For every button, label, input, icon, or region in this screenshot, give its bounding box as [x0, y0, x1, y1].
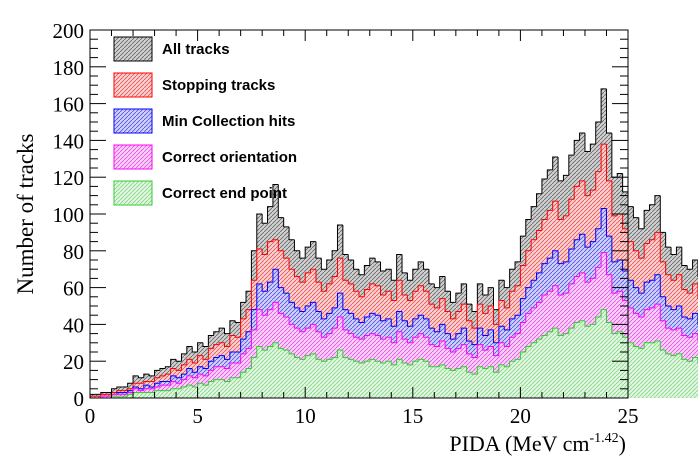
- histogram-bin: [660, 196, 665, 233]
- histogram-series: [90, 89, 698, 398]
- legend-label-correct-orientation: Correct orientation: [162, 149, 297, 166]
- histogram-bin: [391, 269, 396, 280]
- histogram-bin: [300, 251, 305, 258]
- x-axis-label: PIDA (MeV cm-1.42): [449, 431, 626, 456]
- x-tick-label: 0: [85, 404, 96, 428]
- legend-label-stopping-tracks: Stopping tracks: [162, 77, 275, 94]
- x-tick-label: 15: [402, 404, 423, 428]
- histogram-bin: [289, 227, 294, 240]
- histogram-bin: [381, 262, 386, 271]
- histogram-bin: [294, 240, 299, 251]
- histogram-bin: [149, 374, 154, 376]
- histogram-bin: [445, 277, 450, 292]
- x-tick-label: 25: [618, 404, 639, 428]
- x-tick-label: 10: [295, 404, 316, 428]
- histogram-bin: [402, 254, 407, 272]
- histogram-bin: [138, 376, 143, 378]
- legend-swatch-min-collection-hits: [114, 109, 152, 133]
- histogram-bin: [375, 258, 380, 262]
- histogram-bin: [666, 232, 671, 247]
- y-tick-label: 0: [74, 387, 85, 411]
- y-tick-label: 60: [63, 277, 84, 301]
- histogram-bin: [192, 346, 197, 352]
- y-tick-label: 100: [53, 203, 85, 227]
- histogram-bin: [671, 247, 676, 254]
- histogram-bin: [450, 291, 455, 302]
- histogram-bin: [359, 269, 364, 275]
- histogram-bin: [235, 321, 240, 323]
- histogram-bin: [321, 258, 326, 269]
- histogram-bin: [203, 343, 208, 347]
- histogram-bin: [407, 273, 412, 280]
- histogram-bin: [682, 247, 687, 265]
- histogram-bin: [628, 192, 633, 207]
- histogram-bin: [504, 280, 509, 287]
- y-tick-label: 140: [53, 129, 85, 153]
- legend-label-all-tracks: All tracks: [162, 41, 230, 58]
- histogram-bin: [472, 304, 477, 311]
- y-tick-label: 160: [53, 93, 85, 117]
- x-axis-label-exponent: -1.42: [590, 431, 619, 446]
- histogram-bin: [639, 218, 644, 229]
- histogram-bin: [434, 284, 439, 288]
- y-tick-label: 200: [53, 19, 85, 43]
- histogram-bin: [316, 242, 321, 259]
- histogram-bin: [176, 359, 181, 361]
- x-axis-label-close: ): [619, 431, 626, 456]
- histogram-bin: [343, 225, 348, 254]
- histogram-bin: [633, 207, 638, 218]
- histogram-bin: [429, 269, 434, 284]
- histogram-bin: [284, 218, 289, 227]
- histogram-bin: [467, 284, 472, 304]
- legend-swatch-stopping-tracks: [114, 73, 152, 97]
- histogram-bin: [225, 328, 230, 334]
- x-tick-label: 20: [510, 404, 531, 428]
- legend-label-min-collection-hits: Min Collection hits: [162, 113, 295, 130]
- y-tick-label: 120: [53, 166, 85, 190]
- histogram-bin: [558, 157, 563, 181]
- x-tick-label: 5: [192, 404, 203, 428]
- y-tick-label: 20: [63, 350, 84, 374]
- legend-swatch-correct-orientation: [114, 145, 152, 169]
- legend-swatch-correct-end-point: [114, 181, 152, 205]
- histogram-bin: [483, 284, 488, 295]
- histogram-bin: [494, 288, 499, 310]
- x-axis-label-main: PIDA (MeV cm: [449, 431, 589, 456]
- histogram-bin: [612, 133, 617, 177]
- histogram-bin: [424, 262, 429, 269]
- histogram-bin: [687, 266, 692, 270]
- histogram-bin: [348, 254, 353, 260]
- y-tick-label: 40: [63, 313, 84, 337]
- histogram-bin: [623, 174, 628, 192]
- legend-label-correct-end-point: Correct end point: [162, 185, 287, 202]
- histogram-bin: [262, 214, 267, 223]
- histogram-bin: [606, 89, 611, 133]
- legend-swatch-all-tracks: [114, 37, 152, 61]
- y-tick-label: 80: [63, 240, 84, 264]
- y-axis-label: Number of tracks: [13, 133, 38, 294]
- histogram-bin: [585, 133, 590, 151]
- histogram-bin: [354, 260, 359, 269]
- y-tick-label: 180: [53, 56, 85, 80]
- legend: All tracks Stopping tracks Min Collection …: [114, 37, 297, 205]
